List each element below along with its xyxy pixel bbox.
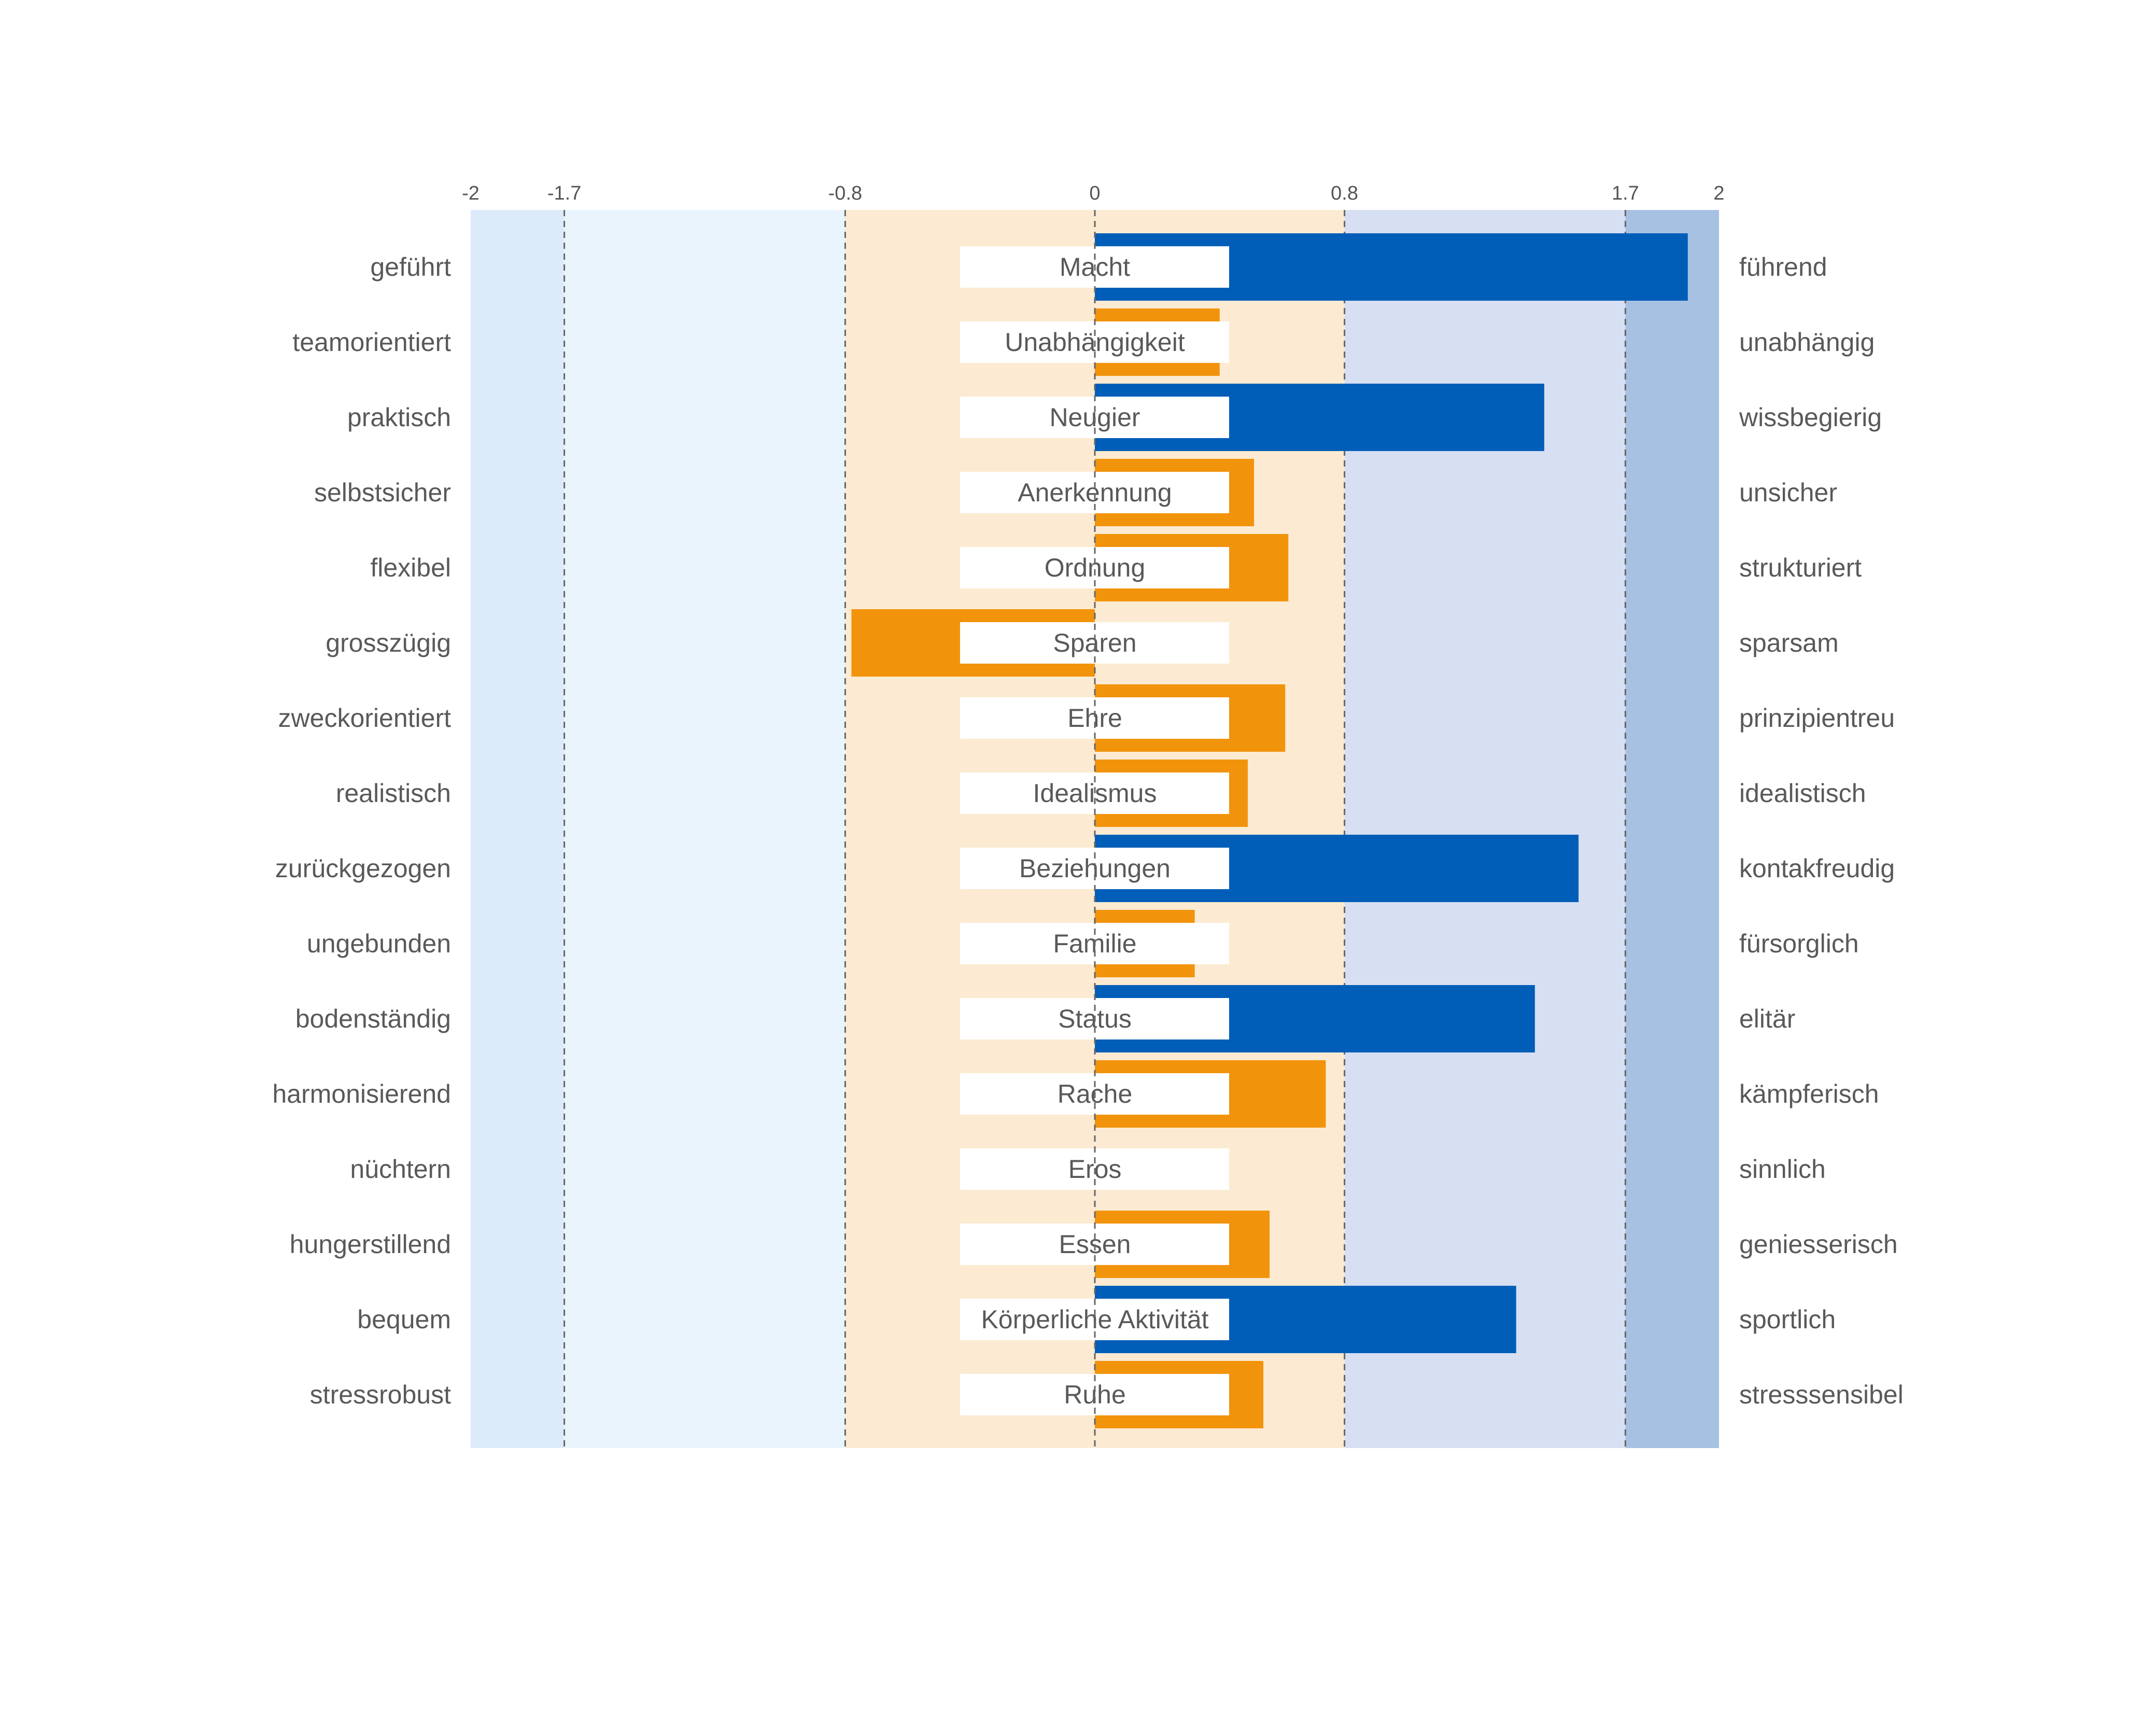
category-label: Körperliche Aktivität <box>981 1305 1208 1334</box>
right-pole-label: unsicher <box>1739 478 1837 507</box>
left-pole-label: realistisch <box>336 779 451 808</box>
left-pole-label: hungerstillend <box>290 1230 451 1259</box>
left-pole-label: bodenständig <box>295 1004 451 1033</box>
tick-label: -1.7 <box>547 182 581 204</box>
right-pole-label: wissbegierig <box>1739 403 1882 432</box>
left-pole-label: flexibel <box>370 553 451 582</box>
tick-label: 0 <box>1089 182 1100 204</box>
right-pole-label: unabhängig <box>1739 328 1875 357</box>
zone-0 <box>471 210 565 1448</box>
right-pole-labels: führend unabhängig wissbegierig unsicher str… <box>1739 252 1904 1409</box>
left-pole-label: bequem <box>357 1305 451 1334</box>
tick-label: -2 <box>462 182 480 204</box>
left-pole-label: grosszügig <box>326 628 451 657</box>
left-pole-label: zweckorientiert <box>278 704 452 733</box>
right-pole-label: idealistisch <box>1739 779 1866 808</box>
right-pole-label: sinnlich <box>1739 1155 1826 1184</box>
left-pole-label: geführt <box>370 252 451 282</box>
left-pole-label: praktisch <box>347 403 451 432</box>
right-pole-label: prinzipientreu <box>1739 704 1895 733</box>
left-pole-label: harmonisierend <box>272 1079 451 1108</box>
zone-4 <box>1625 210 1719 1448</box>
tick-label: -0.8 <box>828 182 862 204</box>
right-pole-label: geniesserisch <box>1739 1230 1898 1259</box>
left-pole-label: nüchtern <box>350 1155 451 1184</box>
left-pole-label: ungebunden <box>307 929 451 958</box>
tick-label: 1.7 <box>1612 182 1639 204</box>
category-label-boxes: MachtUnabhängigkeitNeugierAnerkennungOrd… <box>960 210 1229 1448</box>
right-pole-label: strukturiert <box>1739 553 1862 582</box>
tick-label: 2 <box>1713 182 1724 204</box>
right-pole-label: führend <box>1739 252 1827 282</box>
right-pole-label: fürsorglich <box>1739 929 1859 958</box>
right-pole-label: sparsam <box>1739 628 1839 657</box>
left-pole-label: selbstsicher <box>314 478 451 507</box>
category-label: Sparen <box>1053 628 1136 657</box>
right-pole-label: kontakfreudig <box>1739 854 1895 883</box>
right-pole-label: elitär <box>1739 1004 1795 1033</box>
category-label: Ehre <box>1067 704 1122 733</box>
left-pole-label: stressrobust <box>310 1380 451 1409</box>
category-label: Ordnung <box>1045 553 1146 582</box>
left-pole-labels: geführt teamorientiert praktisch selbstsich… <box>272 252 451 1409</box>
category-label: Ruhe <box>1064 1380 1126 1409</box>
left-pole-label: teamorientiert <box>292 328 451 357</box>
right-pole-label: stresssensibel <box>1739 1380 1904 1409</box>
right-pole-label: kämpferisch <box>1739 1079 1879 1108</box>
right-pole-label: sportlich <box>1739 1305 1836 1334</box>
tick-label: 0.8 <box>1331 182 1358 204</box>
axis-tick-labels: -2 -1.7 -0.8 0 0.8 1.7 2 <box>462 182 1724 204</box>
zone-1 <box>564 210 846 1448</box>
left-pole-label: zurückgezogen <box>275 854 451 883</box>
